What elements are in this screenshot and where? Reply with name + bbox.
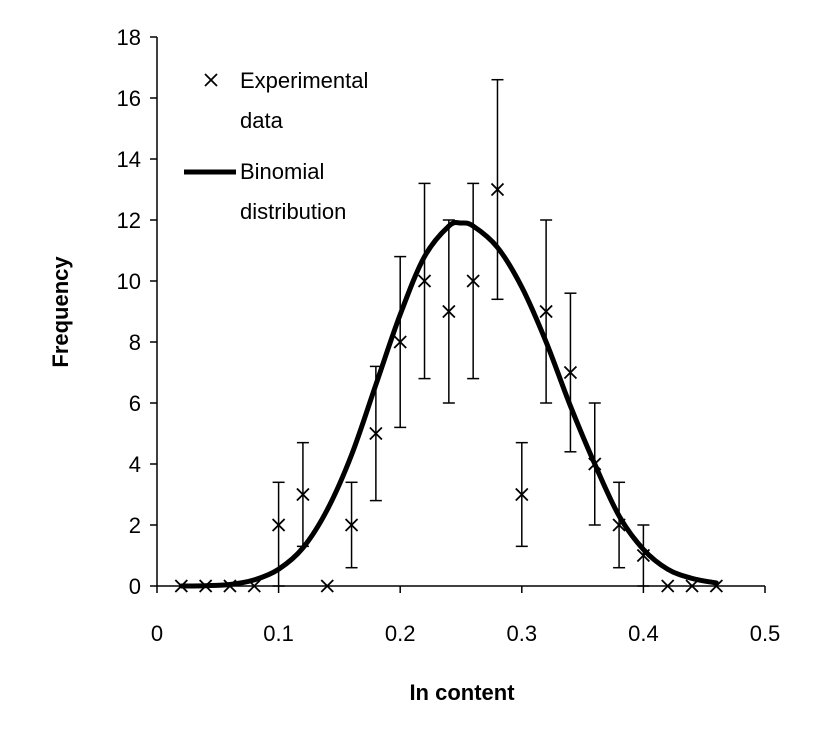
- data-point-x-marker: [515, 487, 529, 502]
- y-tick-label: 6: [129, 391, 141, 416]
- legend: Experimental data Binomial distribution: [184, 68, 368, 224]
- data-point-x-marker: [466, 274, 480, 288]
- data-point-x-marker: [709, 579, 723, 593]
- x-ticks: 0 0.1 0.2 0.3 0.4 0.5: [151, 586, 780, 646]
- data-point-x-marker: [393, 335, 407, 349]
- x-tick-label: 0.4: [628, 621, 659, 646]
- legend-binomial-line1: Binomial: [240, 159, 324, 184]
- y-tick-label: 18: [117, 25, 141, 50]
- data-point-x-marker: [417, 274, 432, 288]
- data-point-x-marker: [271, 518, 286, 532]
- x-tick-label: 0: [151, 621, 163, 646]
- data-point-x-marker: [490, 182, 505, 197]
- y-tick-label: 12: [117, 208, 141, 233]
- legend-experimental-line1: Experimental: [240, 68, 368, 93]
- data-point-x-marker: [344, 518, 359, 532]
- data-point-x-marker: [174, 579, 188, 593]
- data-point-x-marker: [442, 304, 456, 319]
- data-point-x-marker: [685, 579, 699, 593]
- y-tick-label: 14: [117, 147, 141, 172]
- y-tick-label: 0: [129, 574, 141, 599]
- data-point-x-marker: [636, 548, 651, 563]
- x-tick-label: 0.1: [263, 621, 294, 646]
- legend-binomial-line2: distribution: [240, 199, 346, 224]
- legend-x-marker-icon: [204, 73, 218, 87]
- data-point-x-marker: [199, 579, 213, 593]
- data-point-x-marker: [539, 304, 553, 319]
- x-tick-label: 0.2: [385, 621, 416, 646]
- legend-experimental-line2: data: [240, 108, 284, 133]
- x-tick-label: 0.5: [750, 621, 781, 646]
- data-point-x-marker: [296, 487, 310, 502]
- data-point-x-marker: [223, 579, 237, 593]
- data-point-x-marker: [661, 579, 675, 593]
- y-axis-title: Frequency: [48, 256, 73, 368]
- y-tick-label: 10: [117, 269, 141, 294]
- y-tick-label: 8: [129, 330, 141, 355]
- data-point-x-marker: [247, 579, 261, 593]
- experimental-data-markers: [174, 182, 723, 593]
- binomial-distribution-line: [178, 219, 719, 589]
- y-tick-label: 2: [129, 513, 141, 538]
- y-tick-label: 16: [117, 86, 141, 111]
- data-point-x-marker: [612, 518, 626, 532]
- data-point-x-marker: [320, 579, 334, 593]
- data-point-x-marker: [369, 426, 383, 441]
- x-tick-label: 0.3: [507, 621, 538, 646]
- y-tick-label: 4: [129, 452, 141, 477]
- axes: [156, 37, 765, 587]
- data-point-x-marker: [588, 457, 602, 471]
- data-point-x-marker: [563, 365, 578, 380]
- x-axis-title: In content: [409, 680, 515, 705]
- y-ticks: 0 2 4 6 8 10 12 14 16 18: [117, 25, 157, 599]
